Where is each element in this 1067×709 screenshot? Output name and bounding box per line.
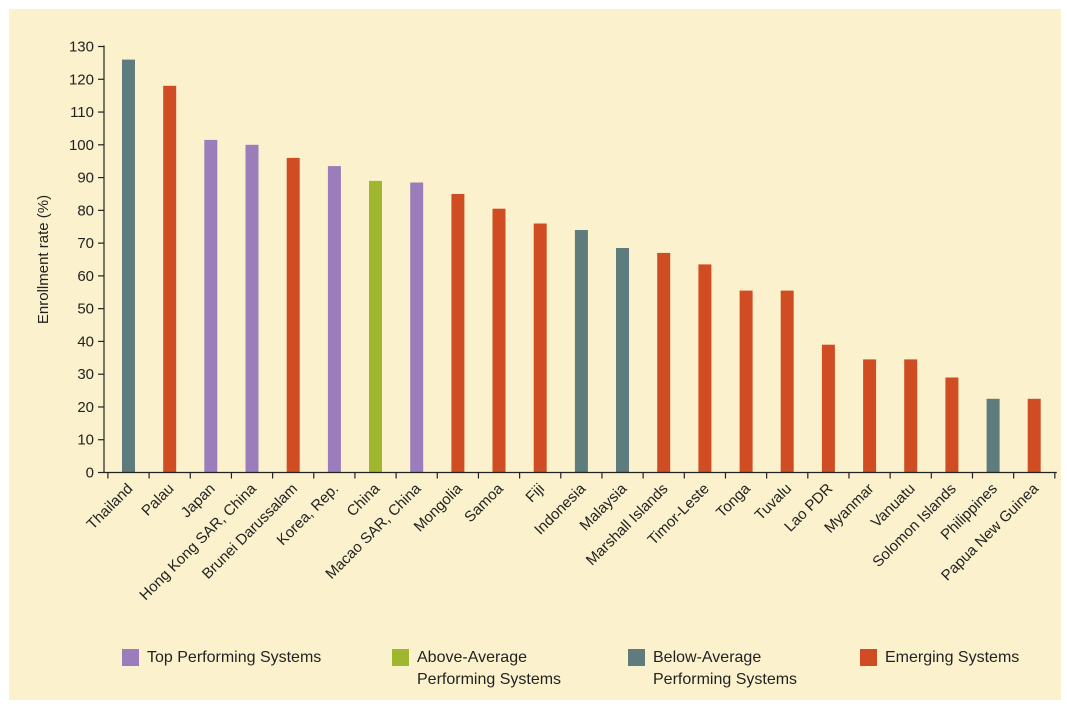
y-axis-label: Enrollment rate (%) — [35, 195, 52, 324]
bar — [533, 223, 547, 473]
legend-item-above-average: Above-Average Performing Systems — [392, 647, 561, 691]
legend-item-below-average: Below-Average Performing Systems — [628, 647, 797, 691]
legend-item-emerging: Emerging Systems — [860, 647, 1019, 669]
y-tick-label: 80 — [77, 202, 94, 219]
bar — [986, 398, 1000, 473]
bar — [945, 377, 959, 473]
y-tick-label: 110 — [70, 104, 94, 121]
legend-label-below-average: Below-Average Performing Systems — [653, 649, 798, 688]
bar — [780, 290, 794, 473]
y-tick-label: 50 — [77, 301, 94, 318]
bar — [286, 157, 300, 473]
x-tick-label: Palau — [138, 480, 177, 519]
bar — [616, 248, 629, 473]
legend-label-above-average: Above-Average Performing Systems — [417, 649, 562, 688]
legend-swatch-below-average — [628, 649, 645, 666]
legend-label-top: Top Performing Systems — [147, 649, 322, 666]
bar — [492, 208, 506, 473]
bar — [574, 230, 588, 473]
bar — [163, 85, 177, 473]
y-tick-label: 0 — [86, 465, 94, 482]
y-tick-label: 120 — [69, 71, 94, 88]
legend-swatch-top — [122, 649, 139, 666]
legend-item-top: Top Performing Systems — [122, 647, 321, 669]
x-tick-label: Thailand — [84, 480, 137, 533]
y-tick-label: 90 — [77, 170, 94, 187]
bar — [657, 252, 671, 473]
legend-swatch-above-average — [392, 649, 409, 666]
y-tick-label: 10 — [77, 432, 94, 449]
y-tick-label: 100 — [69, 137, 94, 154]
bar — [410, 182, 424, 473]
bar — [1027, 398, 1041, 473]
bar — [327, 166, 341, 473]
bar — [204, 139, 218, 473]
legend-label-emerging: Emerging Systems — [885, 649, 1020, 666]
bar — [739, 290, 753, 473]
bar — [863, 359, 877, 473]
x-tick-label: Fiji — [522, 480, 548, 506]
y-tick-label: 30 — [77, 366, 94, 383]
bar — [821, 344, 835, 473]
y-tick-label: 70 — [77, 235, 94, 252]
x-tick-label: Samoa — [461, 480, 507, 526]
bar — [369, 180, 382, 473]
bar — [698, 264, 712, 473]
bar — [245, 144, 259, 473]
legend-swatch-emerging — [860, 649, 877, 666]
y-tick-label: 40 — [77, 333, 94, 350]
bar — [904, 359, 918, 473]
y-tick-label: 130 — [69, 39, 94, 56]
bar — [122, 59, 135, 473]
chart-legend: Top Performing Systems Above-Average Per… — [0, 647, 1067, 697]
bar — [451, 194, 465, 473]
y-tick-label: 60 — [77, 268, 94, 285]
x-tick-label: Tonga — [713, 480, 754, 521]
y-tick-label: 20 — [77, 399, 94, 416]
